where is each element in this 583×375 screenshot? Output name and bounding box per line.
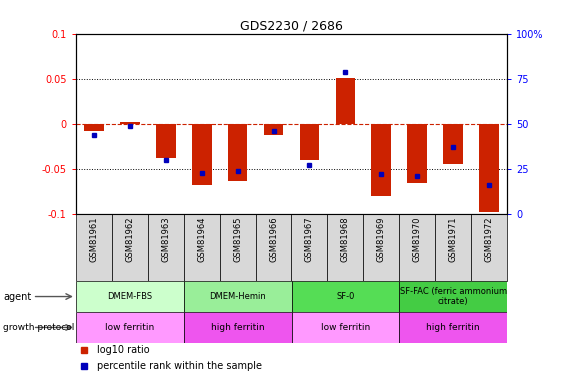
Bar [399, 214, 436, 281]
Text: GSM81961: GSM81961 [89, 217, 99, 262]
Text: growth protocol: growth protocol [3, 323, 74, 332]
Bar [292, 312, 399, 343]
Bar [436, 214, 471, 281]
Bar [471, 214, 507, 281]
Bar [76, 214, 112, 281]
Text: agent: agent [3, 291, 31, 302]
Text: high ferritin: high ferritin [211, 323, 264, 332]
Bar [336, 78, 355, 124]
Text: GSM81968: GSM81968 [341, 217, 350, 262]
Text: SF-0: SF-0 [336, 292, 354, 301]
Text: DMEM-FBS: DMEM-FBS [107, 292, 152, 301]
Bar [184, 214, 220, 281]
Bar [120, 122, 139, 124]
Bar [371, 124, 391, 196]
Text: GSM81972: GSM81972 [484, 217, 494, 262]
Bar [112, 214, 147, 281]
Text: low ferritin: low ferritin [105, 323, 154, 332]
Text: GSM81971: GSM81971 [449, 217, 458, 262]
Bar [192, 124, 212, 185]
Text: GSM81967: GSM81967 [305, 217, 314, 262]
Bar [184, 281, 292, 312]
Bar [444, 124, 463, 165]
Bar [228, 124, 247, 181]
Bar [300, 124, 319, 160]
Text: low ferritin: low ferritin [321, 323, 370, 332]
Bar [408, 124, 427, 183]
Text: GSM81969: GSM81969 [377, 217, 386, 262]
Bar [264, 124, 283, 135]
Bar [399, 281, 507, 312]
Text: GSM81966: GSM81966 [269, 217, 278, 262]
Bar [220, 214, 255, 281]
Text: GSM81970: GSM81970 [413, 217, 422, 262]
Bar [255, 214, 292, 281]
Title: GDS2230 / 2686: GDS2230 / 2686 [240, 20, 343, 33]
Text: GSM81962: GSM81962 [125, 217, 134, 262]
Text: GSM81964: GSM81964 [197, 217, 206, 262]
Bar [76, 281, 184, 312]
Text: SF-FAC (ferric ammonium
citrate): SF-FAC (ferric ammonium citrate) [400, 287, 507, 306]
Text: high ferritin: high ferritin [427, 323, 480, 332]
Text: DMEM-Hemin: DMEM-Hemin [209, 292, 266, 301]
Bar [363, 214, 399, 281]
Bar [479, 124, 499, 212]
Bar [76, 312, 184, 343]
Text: GSM81963: GSM81963 [161, 217, 170, 262]
Bar [84, 124, 104, 131]
Bar [399, 312, 507, 343]
Bar [292, 281, 399, 312]
Text: log10 ratio: log10 ratio [97, 345, 150, 355]
Bar [292, 214, 328, 281]
Text: GSM81965: GSM81965 [233, 217, 242, 262]
Bar [156, 124, 175, 158]
Bar [184, 312, 292, 343]
Bar [147, 214, 184, 281]
Bar [328, 214, 363, 281]
Text: percentile rank within the sample: percentile rank within the sample [97, 361, 262, 370]
